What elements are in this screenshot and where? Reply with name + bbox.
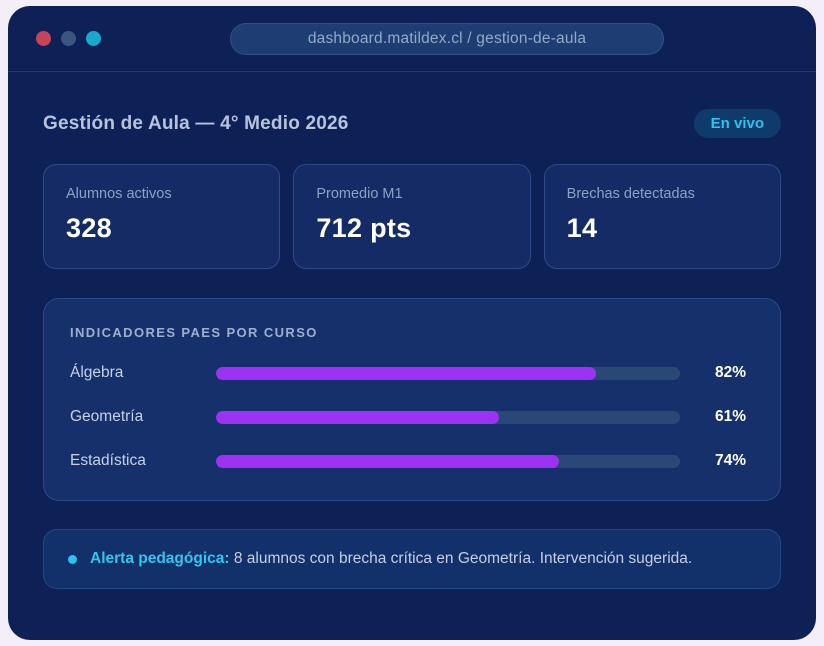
stat-label: Brechas detectadas xyxy=(566,186,695,202)
indicator-percent: 74% xyxy=(714,452,746,469)
indicators-panel-heading: INDICADORES PAES POR CURSO xyxy=(70,325,318,340)
progress-bar-fill xyxy=(216,410,500,424)
page-header: Gestión de Aula — 4° Medio 2026 En vivo xyxy=(43,109,781,138)
progress-bar-track xyxy=(216,366,680,380)
address-bar[interactable]: dashboard.matildex.cl / gestion-de-aula xyxy=(230,22,664,55)
window-close-button[interactable] xyxy=(36,31,51,46)
indicator-row-estadistica: Estadística 74% xyxy=(70,452,746,470)
indicator-label: Geometría xyxy=(70,408,144,425)
alert-body-text: 8 alumnos con brecha crítica en Geometrí… xyxy=(233,550,693,567)
browser-window: dashboard.matildex.cl / gestion-de-aula … xyxy=(8,6,816,640)
indicators-panel: INDICADORES PAES POR CURSO Álgebra 82% G… xyxy=(43,298,781,501)
stat-value: 328 xyxy=(66,213,112,243)
window-zoom-button[interactable] xyxy=(86,31,101,46)
stat-value: 712 pts xyxy=(316,213,412,243)
address-bar-url: dashboard.matildex.cl / gestion-de-aula xyxy=(307,29,587,47)
indicator-label: Estadística xyxy=(70,452,146,469)
pedagogical-alert-banner: Alerta pedagógica: 8 alumnos con brecha … xyxy=(43,529,781,589)
window-minimize-button[interactable] xyxy=(61,31,76,46)
alert-bullet-icon xyxy=(68,555,77,564)
indicator-row-algebra: Álgebra 82% xyxy=(70,364,746,382)
alert-message: Alerta pedagógica: 8 alumnos con brecha … xyxy=(90,546,692,572)
indicator-label: Álgebra xyxy=(70,364,124,381)
stat-card-brechas-detectadas: Brechas detectadas 14 xyxy=(543,164,781,269)
progress-bar-track xyxy=(216,410,680,424)
stat-value: 14 xyxy=(566,213,598,243)
stat-card-promedio-m1: Promedio M1 712 pts xyxy=(293,164,531,269)
stat-label: Alumnos activos xyxy=(66,186,172,202)
indicator-row-geometria: Geometría 61% xyxy=(70,408,746,426)
progress-bar-track xyxy=(216,454,680,468)
progress-bar-fill xyxy=(216,454,560,468)
stat-label: Promedio M1 xyxy=(316,186,403,202)
dashboard-content: Gestión de Aula — 4° Medio 2026 En vivo … xyxy=(8,109,816,589)
page-title: Gestión de Aula — 4° Medio 2026 xyxy=(43,112,349,134)
progress-bar-fill xyxy=(216,366,597,380)
live-status-badge: En vivo xyxy=(693,109,781,138)
stat-cards-row: Alumnos activos 328 Promedio M1 712 pts … xyxy=(43,164,781,269)
browser-titlebar: dashboard.matildex.cl / gestion-de-aula xyxy=(8,6,816,72)
alert-label: Alerta pedagógica: xyxy=(90,550,230,567)
indicator-percent: 82% xyxy=(714,364,746,381)
indicator-percent: 61% xyxy=(714,408,746,425)
stat-card-alumnos-activos: Alumnos activos 328 xyxy=(43,164,281,269)
window-controls xyxy=(36,31,101,46)
